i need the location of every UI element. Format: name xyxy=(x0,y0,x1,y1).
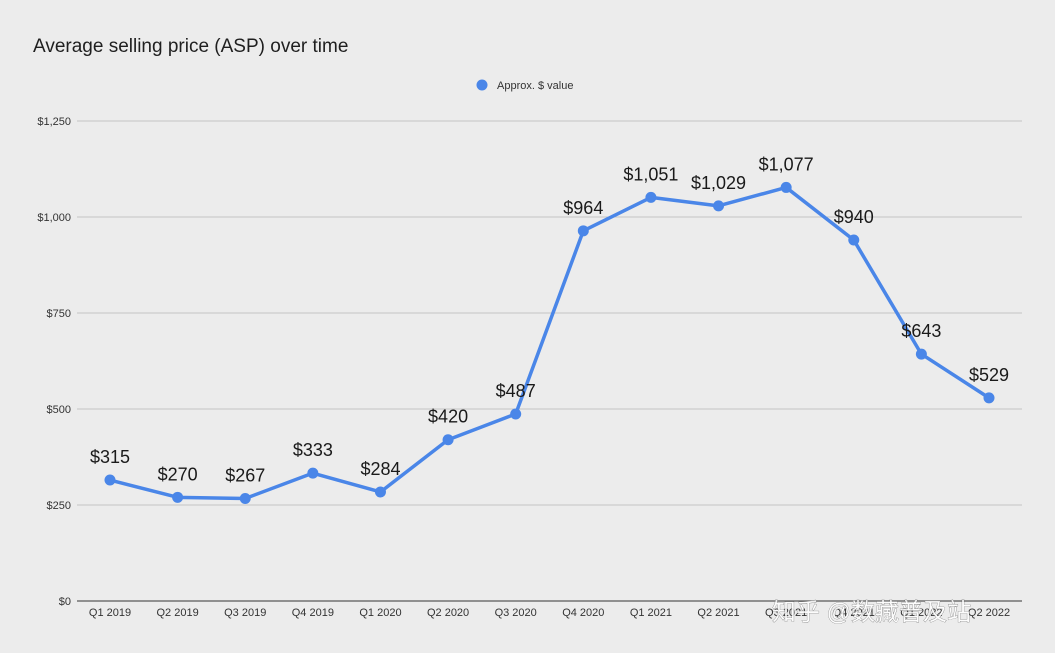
data-label: $964 xyxy=(563,198,603,218)
x-tick-label: Q3 2021 xyxy=(765,607,807,619)
y-tick-label: $1,000 xyxy=(37,212,71,224)
x-tick-label: Q4 2019 xyxy=(292,607,334,619)
data-point xyxy=(104,474,116,486)
data-point xyxy=(374,486,386,498)
data-point xyxy=(645,191,657,203)
x-tick-label: Q2 2022 xyxy=(968,607,1010,619)
x-tick-label: Q4 2021 xyxy=(833,607,875,619)
x-tick-label: Q1 2022 xyxy=(900,607,942,619)
data-point xyxy=(577,225,589,237)
x-tick-label: Q3 2020 xyxy=(495,607,537,619)
data-label: $284 xyxy=(360,459,400,479)
data-point xyxy=(239,492,251,504)
data-point xyxy=(780,181,792,193)
y-axis-tick-labels: $0 $250 $500 $750 $1,000 $1,250 xyxy=(37,116,71,608)
x-tick-label: Q3 2019 xyxy=(224,607,266,619)
data-point xyxy=(848,234,860,246)
chart-title: Average selling price (ASP) over time xyxy=(33,36,348,57)
data-point xyxy=(915,348,927,360)
y-tick-label: $500 xyxy=(47,404,71,416)
data-point xyxy=(442,434,454,446)
x-tick-label: Q2 2021 xyxy=(697,607,739,619)
data-point xyxy=(172,491,184,503)
data-label: $333 xyxy=(293,440,333,460)
data-label: $420 xyxy=(428,407,468,427)
grid-lines xyxy=(77,120,1022,602)
data-label: $315 xyxy=(90,447,130,467)
data-point xyxy=(713,200,725,212)
data-label: $487 xyxy=(496,381,536,401)
x-tick-label: Q2 2019 xyxy=(157,607,199,619)
series-approx-value xyxy=(104,181,995,504)
watermark: 知乎 @数藏普及站 xyxy=(772,599,971,626)
x-tick-label: Q4 2020 xyxy=(562,607,604,619)
x-axis-tick-labels: Q1 2019 Q2 2019 Q3 2019 Q4 2019 Q1 2020 Q2 20… xyxy=(89,607,1010,619)
data-label: $270 xyxy=(158,464,198,484)
data-label: $643 xyxy=(901,321,941,341)
x-tick-label: Q1 2021 xyxy=(630,607,672,619)
data-label: $529 xyxy=(969,365,1009,385)
series-line xyxy=(108,185,991,501)
legend-label: Approx. $ value xyxy=(497,80,573,92)
x-tick-label: Q1 2019 xyxy=(89,607,131,619)
legend[interactable]: Approx. $ value xyxy=(476,79,574,93)
y-tick-label: $250 xyxy=(47,500,71,512)
data-point xyxy=(510,408,522,420)
data-point xyxy=(307,467,319,479)
data-label: $1,051 xyxy=(623,164,678,184)
x-tick-label: Q1 2020 xyxy=(359,607,401,619)
data-label: $267 xyxy=(225,465,265,485)
y-tick-label: $1,250 xyxy=(37,116,71,128)
data-label: $1,077 xyxy=(759,154,814,174)
data-label: $940 xyxy=(834,207,874,227)
data-point xyxy=(983,392,995,404)
y-tick-label: $750 xyxy=(47,308,71,320)
x-tick-label: Q2 2020 xyxy=(427,607,469,619)
data-labels: $315 $270 $267 $333 $284 $420 $487 $964 $1,051 $1… xyxy=(90,154,1009,485)
data-label: $1,029 xyxy=(691,173,746,193)
y-tick-label: $0 xyxy=(59,596,71,608)
legend-marker-icon xyxy=(476,79,488,91)
